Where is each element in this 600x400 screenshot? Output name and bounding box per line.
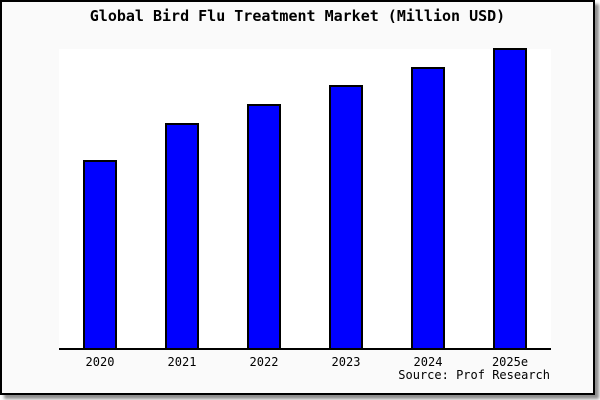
x-axis-ticks: 2020 2021 2022 2023 2024 2025e (59, 355, 551, 371)
bar-2025e (493, 48, 527, 348)
x-tick-label-2022: 2022 (249, 355, 279, 369)
x-tick-label-2025e: 2025e (491, 355, 529, 369)
chart-title: Global Bird Flu Treatment Market (Millio… (89, 7, 506, 25)
x-tick-label-2021: 2021 (167, 355, 197, 369)
bar-2021 (165, 123, 199, 348)
chart-frame: Global Bird Flu Treatment Market (Millio… (0, 0, 595, 395)
bar-2023 (329, 85, 363, 348)
x-tick-label-2024: 2024 (413, 355, 443, 369)
bar-2020 (83, 160, 117, 348)
bar-2022 (247, 104, 281, 348)
plot-area (59, 48, 551, 350)
bar-2024 (411, 67, 445, 348)
x-tick-label-2023: 2023 (331, 355, 361, 369)
x-tick-label-2020: 2020 (85, 355, 115, 369)
source-note: Source: Prof Research (398, 368, 550, 382)
